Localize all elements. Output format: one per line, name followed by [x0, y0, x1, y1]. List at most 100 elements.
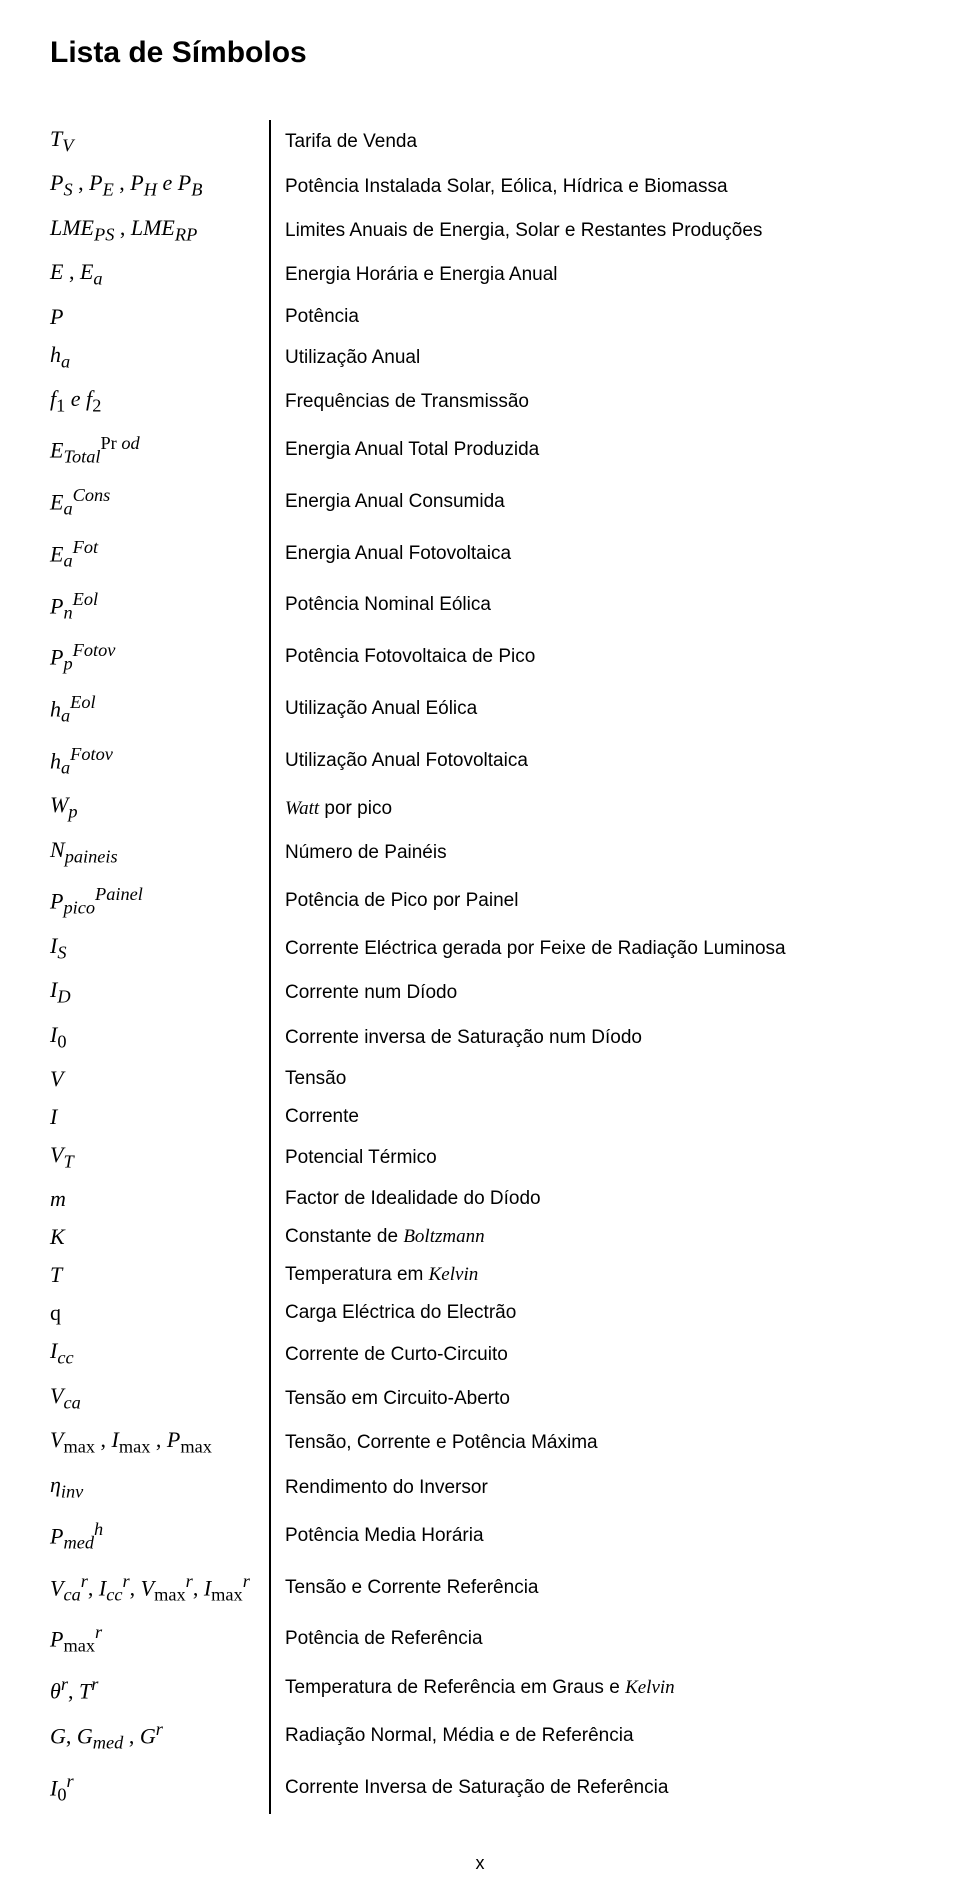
symbol-cell: Pmaxr [50, 1613, 270, 1665]
symbol-cell: Npaineis [50, 831, 270, 875]
table-row: I0Corrente inversa de Saturação num Díod… [50, 1016, 910, 1060]
description-cell: Potencial Térmico [270, 1136, 910, 1180]
description-cell: Tensão, Corrente e Potência Máxima [270, 1421, 910, 1465]
table-row: PmedhPotência Media Horária [50, 1510, 910, 1562]
symbol-cell: I0r [50, 1762, 270, 1814]
symbol-cell: Vmax , Imax , Pmax [50, 1421, 270, 1465]
table-row: θr, TrTemperatura de Referência em Graus… [50, 1665, 910, 1710]
symbol-cell: K [50, 1218, 270, 1256]
table-row: VTPotencial Térmico [50, 1136, 910, 1180]
symbol-cell: Vca [50, 1377, 270, 1421]
table-row: EaConsEnergia Anual Consumida [50, 476, 910, 528]
symbol-cell: q [50, 1294, 270, 1332]
symbol-cell: Icc [50, 1332, 270, 1376]
description-cell: Utilização Anual Eólica [270, 683, 910, 735]
symbol-cell: LMEPS , LMERP [50, 209, 270, 253]
description-cell: Corrente Inversa de Saturação de Referên… [270, 1762, 910, 1814]
symbol-cell: I0 [50, 1016, 270, 1060]
symbol-cell: ETotalPr od [50, 424, 270, 476]
description-cell: Energia Anual Fotovoltaica [270, 528, 910, 580]
symbol-cell: PS , PE , PH e PB [50, 164, 270, 208]
description-cell: Potência [270, 298, 910, 336]
table-row: E , EaEnergia Horária e Energia Anual [50, 253, 910, 297]
description-cell: Energia Anual Consumida [270, 476, 910, 528]
table-row: haUtilização Anual [50, 336, 910, 380]
page-title: Lista de Símbolos [50, 36, 910, 70]
table-row: ICorrente [50, 1098, 910, 1136]
table-row: PpicoPainelPotência de Pico por Painel [50, 875, 910, 927]
table-row: haEolUtilização Anual Eólica [50, 683, 910, 735]
table-row: ηinvRendimento do Inversor [50, 1466, 910, 1510]
table-row: PnEolPotência Nominal Eólica [50, 580, 910, 632]
symbol-cell: ID [50, 971, 270, 1015]
description-cell: Tarifa de Venda [270, 120, 910, 164]
table-row: KConstante de Boltzmann [50, 1218, 910, 1256]
table-row: TVTarifa de Venda [50, 120, 910, 164]
description-cell: Carga Eléctrica do Electrão [270, 1294, 910, 1332]
symbol-cell: ha [50, 336, 270, 380]
description-cell: Tensão em Circuito-Aberto [270, 1377, 910, 1421]
symbol-cell: haEol [50, 683, 270, 735]
table-row: ISCorrente Eléctrica gerada por Feixe de… [50, 927, 910, 971]
table-row: TTemperatura em Kelvin [50, 1256, 910, 1294]
table-row: PPotência [50, 298, 910, 336]
table-row: IccCorrente de Curto-Circuito [50, 1332, 910, 1376]
table-row: IDCorrente num Díodo [50, 971, 910, 1015]
description-cell: Energia Anual Total Produzida [270, 424, 910, 476]
description-cell: Potência Nominal Eólica [270, 580, 910, 632]
description-cell: Utilização Anual Fotovoltaica [270, 735, 910, 787]
symbol-cell: I [50, 1098, 270, 1136]
description-cell: Temperatura de Referência em Graus e Kel… [270, 1665, 910, 1710]
table-row: Vcar, Iccr, Vmaxr, ImaxrTensão e Corrent… [50, 1562, 910, 1614]
description-cell: Constante de Boltzmann [270, 1218, 910, 1256]
table-row: mFactor de Idealidade do Díodo [50, 1180, 910, 1218]
description-cell: Potência Instalada Solar, Eólica, Hídric… [270, 164, 910, 208]
table-row: EaFotEnergia Anual Fotovoltaica [50, 528, 910, 580]
table-row: PS , PE , PH e PBPotência Instalada Sola… [50, 164, 910, 208]
symbol-cell: m [50, 1180, 270, 1218]
symbol-cell: EaFot [50, 528, 270, 580]
symbol-cell: ηinv [50, 1466, 270, 1510]
description-cell: Temperatura em Kelvin [270, 1256, 910, 1294]
symbol-table-body: TVTarifa de VendaPS , PE , PH e PBPotênc… [50, 120, 910, 1814]
symbol-cell: VT [50, 1136, 270, 1180]
table-row: VcaTensão em Circuito-Aberto [50, 1377, 910, 1421]
symbol-cell: θr, Tr [50, 1665, 270, 1710]
symbol-cell: EaCons [50, 476, 270, 528]
description-cell: Utilização Anual [270, 336, 910, 380]
symbol-cell: haFotov [50, 735, 270, 787]
symbol-table: TVTarifa de VendaPS , PE , PH e PBPotênc… [50, 120, 910, 1814]
table-row: G, Gmed , GrRadiação Normal, Média e de … [50, 1710, 910, 1762]
symbol-cell: E , Ea [50, 253, 270, 297]
description-cell: Corrente [270, 1098, 910, 1136]
symbol-cell: G, Gmed , Gr [50, 1710, 270, 1762]
symbol-cell: IS [50, 927, 270, 971]
description-cell: Número de Painéis [270, 831, 910, 875]
description-cell: Tensão e Corrente Referência [270, 1562, 910, 1614]
description-cell: Frequências de Transmissão [270, 380, 910, 424]
table-row: PpFotovPotência Fotovoltaica de Pico [50, 631, 910, 683]
table-row: ETotalPr odEnergia Anual Total Produzida [50, 424, 910, 476]
symbol-cell: PpicoPainel [50, 875, 270, 927]
description-cell: Potência de Pico por Painel [270, 875, 910, 927]
table-row: I0rCorrente Inversa de Saturação de Refe… [50, 1762, 910, 1814]
symbol-cell: TV [50, 120, 270, 164]
symbol-cell: Vcar, Iccr, Vmaxr, Imaxr [50, 1562, 270, 1614]
symbol-cell: PnEol [50, 580, 270, 632]
symbol-cell: f1 e f2 [50, 380, 270, 424]
description-cell: Potência Media Horária [270, 1510, 910, 1562]
page-number: x [0, 1853, 960, 1874]
symbol-cell: PpFotov [50, 631, 270, 683]
table-row: NpaineisNúmero de Painéis [50, 831, 910, 875]
description-cell: Watt por pico [270, 786, 910, 830]
description-cell: Energia Horária e Energia Anual [270, 253, 910, 297]
symbol-cell: P [50, 298, 270, 336]
page: Lista de Símbolos TVTarifa de VendaPS , … [0, 0, 960, 1900]
description-cell: Limites Anuais de Energia, Solar e Resta… [270, 209, 910, 253]
symbol-cell: T [50, 1256, 270, 1294]
symbol-cell: Pmedh [50, 1510, 270, 1562]
description-cell: Rendimento do Inversor [270, 1466, 910, 1510]
table-row: LMEPS , LMERPLimites Anuais de Energia, … [50, 209, 910, 253]
description-cell: Corrente de Curto-Circuito [270, 1332, 910, 1376]
description-cell: Factor de Idealidade do Díodo [270, 1180, 910, 1218]
